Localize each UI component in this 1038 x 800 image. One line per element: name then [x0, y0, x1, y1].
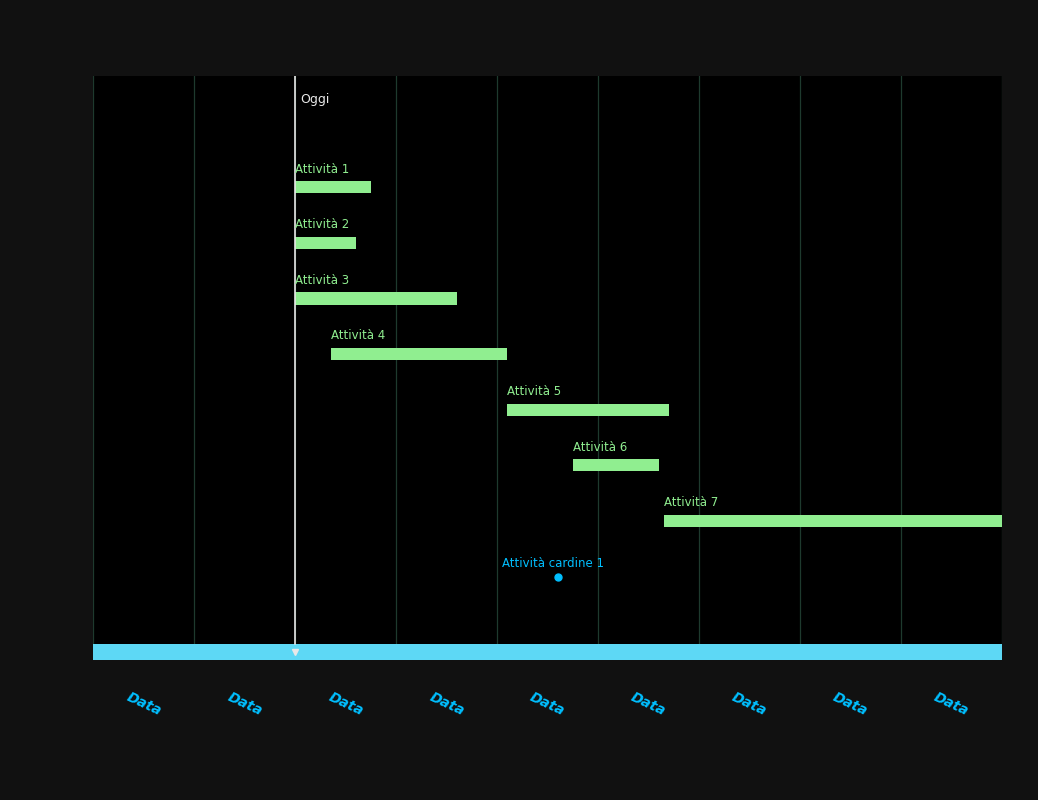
Text: Attività 5: Attività 5 [508, 385, 562, 398]
Text: Attività 3: Attività 3 [295, 274, 350, 286]
FancyBboxPatch shape [663, 515, 1002, 527]
FancyBboxPatch shape [93, 645, 1002, 660]
Text: Attività cardine 1: Attività cardine 1 [502, 557, 604, 570]
FancyBboxPatch shape [295, 181, 371, 194]
FancyBboxPatch shape [573, 459, 658, 471]
Text: Attività 7: Attività 7 [663, 496, 718, 510]
FancyBboxPatch shape [330, 348, 508, 360]
FancyBboxPatch shape [295, 237, 356, 249]
Text: Attività 2: Attività 2 [295, 218, 350, 231]
Text: Oggi: Oggi [300, 93, 330, 106]
FancyBboxPatch shape [508, 403, 668, 416]
Text: Attività 4: Attività 4 [330, 330, 385, 342]
FancyBboxPatch shape [295, 292, 457, 305]
Text: Attività 6: Attività 6 [573, 441, 627, 454]
Text: Attività 1: Attività 1 [295, 162, 350, 175]
